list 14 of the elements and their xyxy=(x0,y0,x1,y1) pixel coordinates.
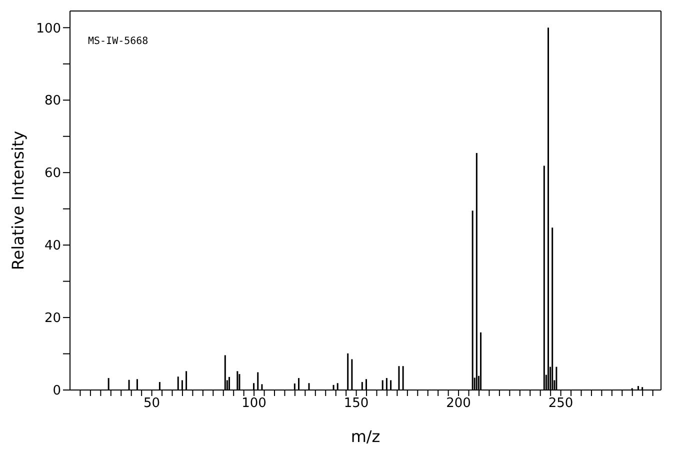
x-tick-label: 150 xyxy=(344,396,369,412)
y-tick-label: 100 xyxy=(36,21,61,36)
y-tick-label: 40 xyxy=(44,238,61,254)
x-tick-label: 250 xyxy=(548,396,574,412)
y-tick-label: 60 xyxy=(44,166,61,182)
annotation: MS-IW-5668 xyxy=(88,36,148,47)
y-tick-label: 80 xyxy=(44,94,61,109)
x-tick-label: 100 xyxy=(242,396,266,412)
x-axis-title: m/z xyxy=(350,427,380,446)
x-tick-label: 200 xyxy=(446,396,471,412)
y-tick-label: 20 xyxy=(44,311,61,326)
y-axis-title: Relative Intensity xyxy=(8,130,28,270)
x-tick-label: 50 xyxy=(144,396,160,412)
y-tick-label: 0 xyxy=(52,384,61,399)
